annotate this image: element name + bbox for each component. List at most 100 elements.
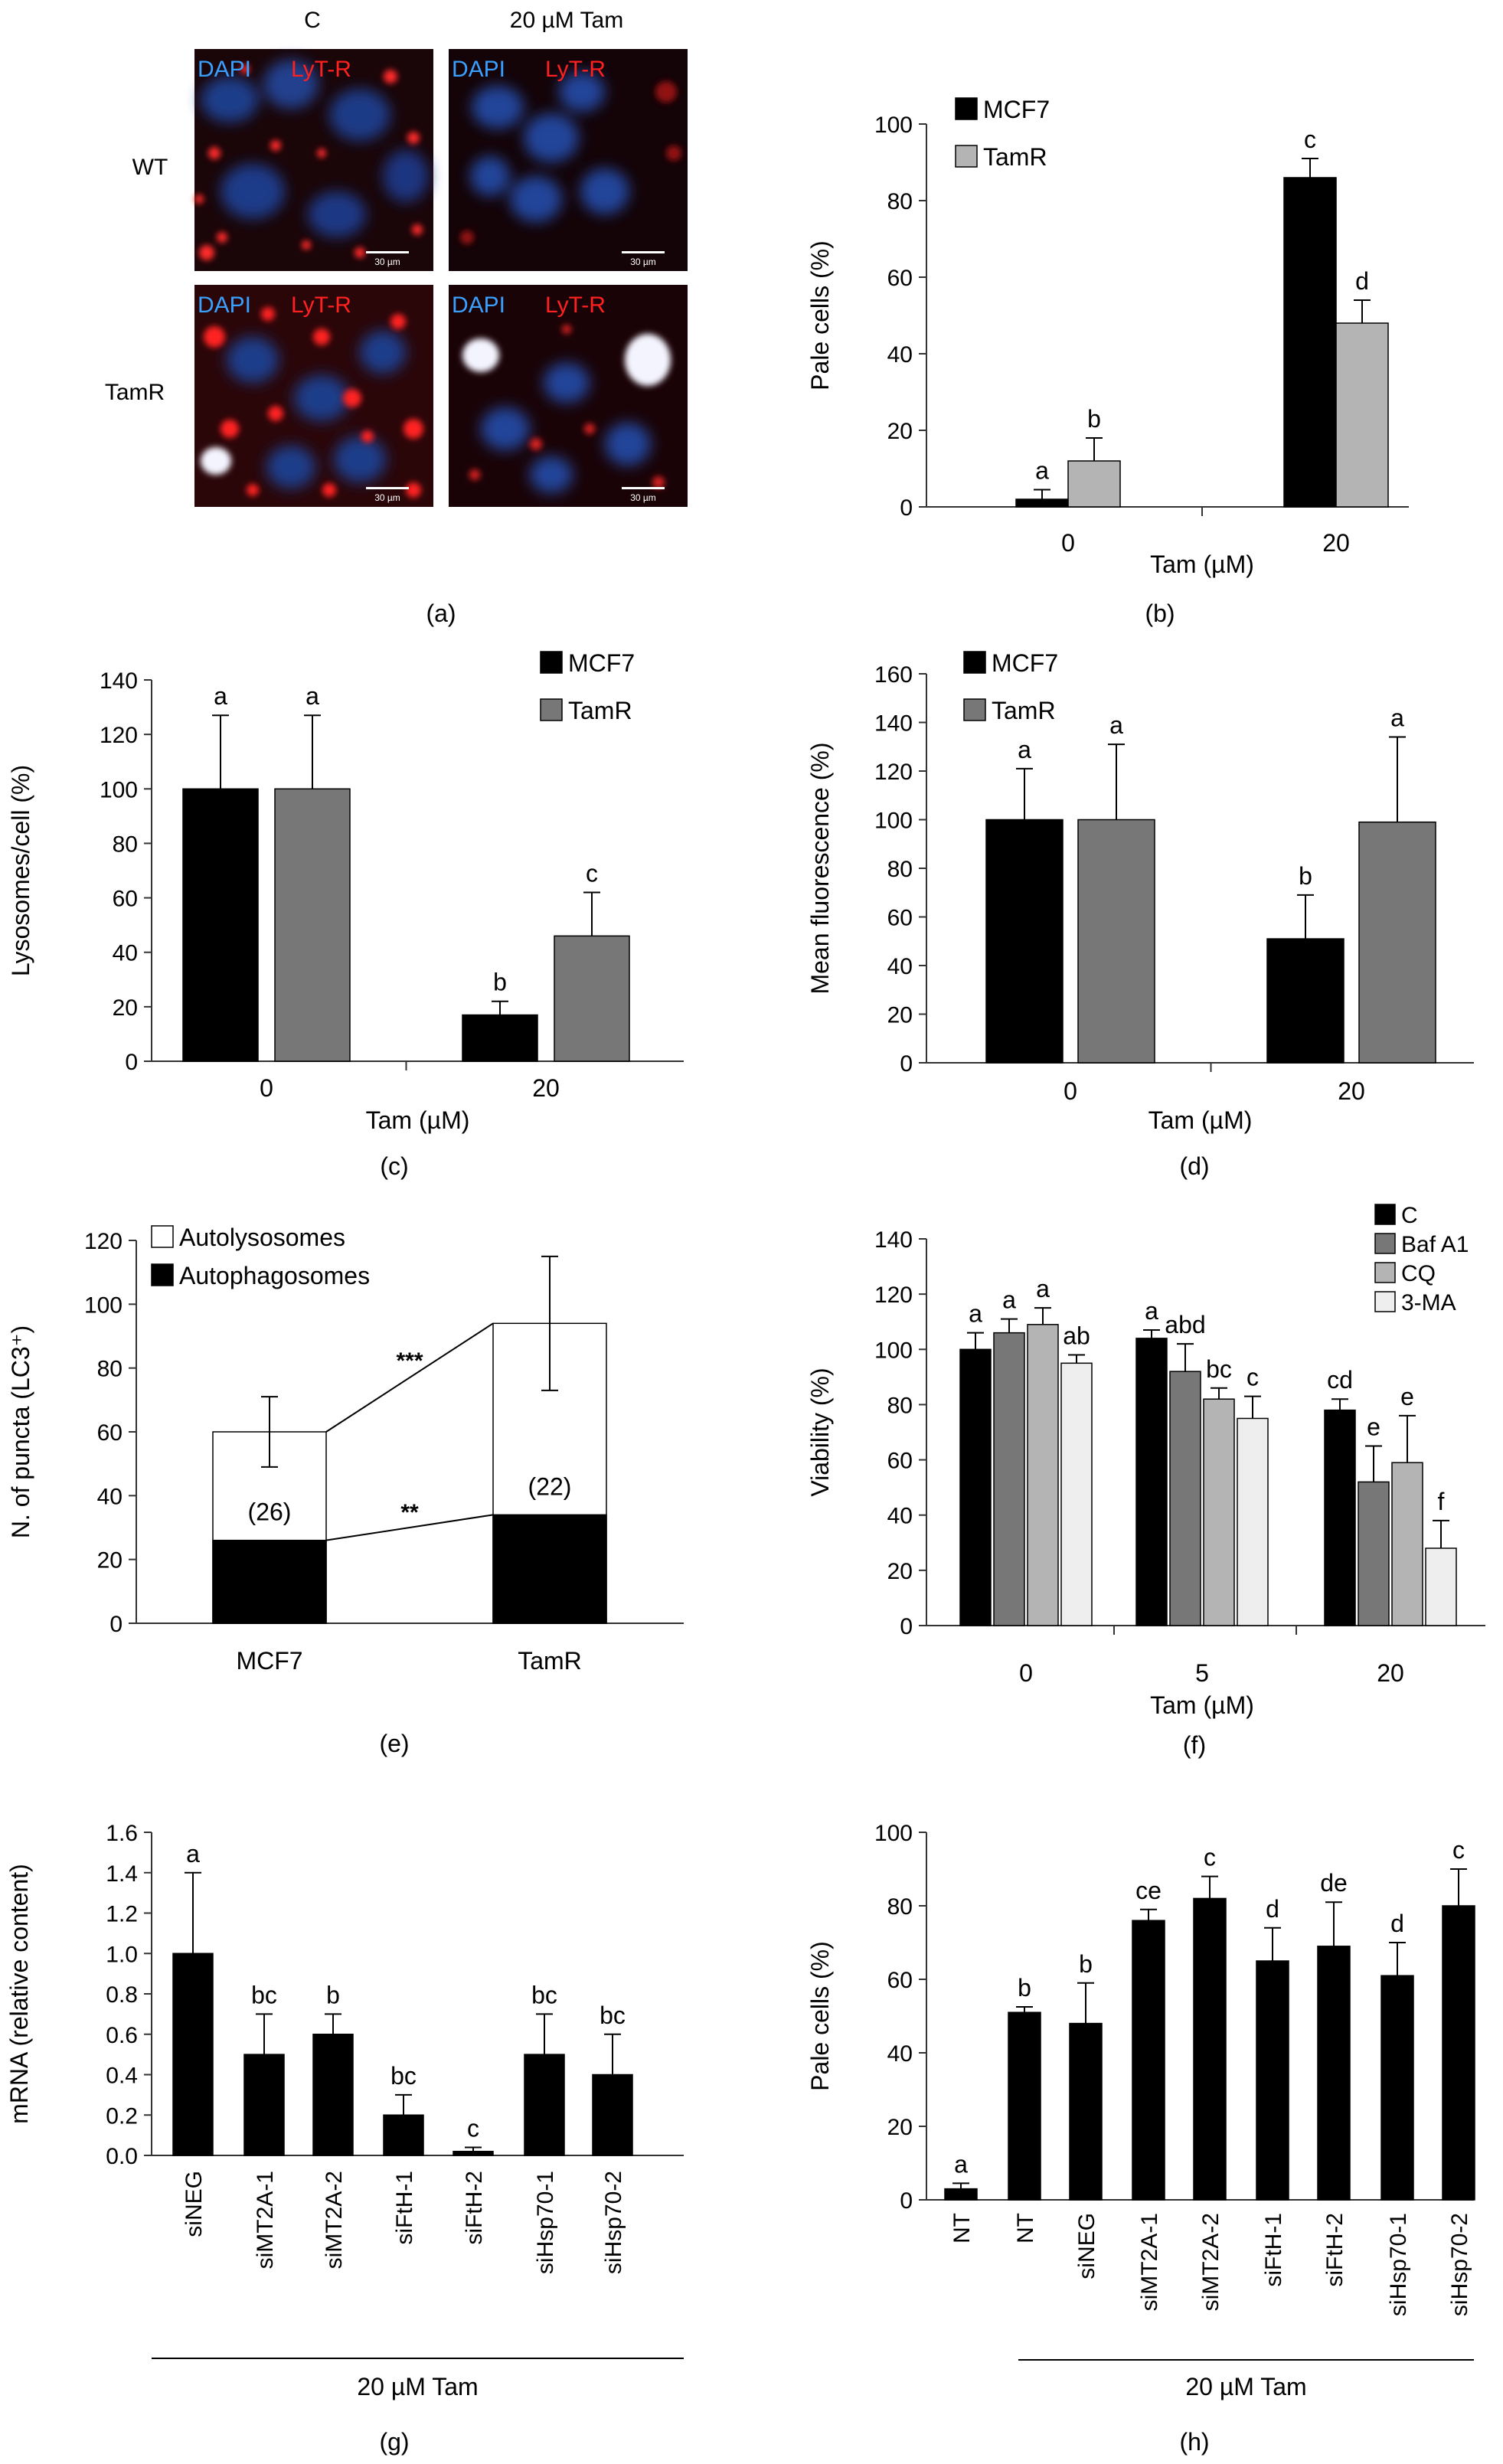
x-tick-label: 20	[1377, 1659, 1404, 1687]
x-tick-label: 0	[1064, 1077, 1077, 1105]
y-tick-label: 80	[113, 832, 138, 857]
micrograph-tamr-tam: DAPI LyT-R 30 µm	[449, 285, 688, 507]
bar	[1358, 1481, 1390, 1626]
y-tick-label: 0	[900, 2188, 913, 2214]
y-axis-title: Pale cells (%)	[806, 240, 834, 391]
treatment-label: 20 µM Tam	[357, 2373, 478, 2400]
bar	[1169, 1371, 1201, 1626]
data-label: c	[467, 2114, 479, 2142]
chart-e: 0 20 40 60 80 100 120 N. of puncta (LC3⁺) MCF7 Ta…	[7, 1224, 684, 1757]
y-tick-label: 0.6	[106, 2023, 138, 2048]
bar	[312, 2034, 354, 2156]
legend-label: Baf A1	[1401, 1232, 1469, 1257]
inner-count-label: (22)	[528, 1472, 572, 1500]
bar	[383, 2114, 424, 2156]
data-label: bc	[1206, 1355, 1232, 1383]
bar	[172, 1953, 214, 2156]
x-tick-label: NT	[1013, 2213, 1038, 2243]
legend-label: Autolysosomes	[179, 1224, 345, 1251]
bar	[1069, 2022, 1103, 2201]
col-label-tam: 20 µM Tam	[510, 8, 623, 33]
bar	[1256, 1960, 1289, 2201]
data-label: de	[1320, 1869, 1348, 1897]
legend-swatch	[151, 1225, 174, 1248]
y-tick-label: 40	[887, 342, 913, 368]
significance-label: ***	[396, 1348, 423, 1374]
y-tick-label: 1.0	[106, 1942, 138, 1967]
stain-labels: DAPI LyT-R	[198, 57, 351, 82]
x-tick-label: siFtH-1	[1261, 2213, 1286, 2287]
x-tick-label: siFtH-2	[1322, 2213, 1348, 2287]
y-tick-label: 100	[100, 777, 138, 802]
x-tick-label: siFtH-1	[392, 2171, 417, 2245]
data-label: a	[1036, 1275, 1050, 1302]
panel-label: (f)	[1183, 1731, 1206, 1759]
x-tick-label: siMT2A-2	[322, 2171, 347, 2269]
x-tick-label: siHsp70-2	[601, 2171, 626, 2274]
x-tick-label: MCF7	[236, 1647, 302, 1675]
y-tick-label: 120	[84, 1229, 123, 1254]
y-tick-label: 60	[887, 1449, 913, 1474]
chart-d: 0 20 40 60 80 100 120 140 160 Mean fluorescence (…	[806, 649, 1474, 1180]
y-tick-label: 0	[900, 495, 913, 521]
legend-swatch	[963, 698, 986, 721]
y-tick-label: 0.2	[106, 2103, 138, 2129]
x-tick-label: 0	[1019, 1659, 1033, 1687]
scale-bar	[366, 251, 409, 253]
bar	[524, 2054, 565, 2156]
micrograph-tamr-control: DAPI LyT-R 30 µm	[194, 285, 433, 507]
bar	[993, 1332, 1025, 1626]
y-tick-label: 60	[887, 266, 913, 291]
y-tick-label: 20	[97, 1548, 123, 1573]
bar	[592, 2073, 633, 2156]
row-label-wt: WT	[132, 155, 168, 180]
legend-swatch	[1374, 1262, 1396, 1283]
legend-label: TamR	[992, 697, 1056, 724]
data-label: b	[1299, 862, 1312, 890]
bar	[274, 788, 351, 1062]
y-tick-label: 40	[887, 2041, 913, 2067]
y-tick-label: 1.6	[106, 1821, 138, 1846]
y-axis-title: N. of puncta (LC3⁺)	[7, 1325, 34, 1538]
data-label: a	[1145, 1297, 1158, 1325]
bar	[243, 2054, 285, 2156]
micrograph-panel: C 20 µM Tam WT TamR DAPI LyT-	[105, 8, 688, 627]
data-label: d	[1390, 1910, 1404, 1937]
y-tick-label: 80	[887, 857, 913, 882]
bar	[1335, 322, 1389, 508]
y-tick-label: 120	[100, 723, 138, 748]
charts-layer: 0 20 40 60 80 100 Pale cells (%) 0 a b 20 c d MCF7 Tam…	[5, 96, 1485, 2456]
y-axis-title: Viability (%)	[806, 1368, 834, 1496]
bar	[1132, 1920, 1165, 2201]
y-tick-label: 100	[874, 809, 913, 834]
y-tick-label: 20	[887, 2115, 913, 2140]
row-label-tamr: TamR	[105, 380, 165, 405]
y-tick-label: 0	[900, 1051, 913, 1077]
bar	[1060, 1362, 1093, 1626]
legend-label: 3-MA	[1401, 1290, 1456, 1315]
bar	[1358, 821, 1436, 1064]
x-axis-title: Tam (µM)	[366, 1106, 470, 1134]
bar	[462, 1014, 538, 1062]
data-label: a	[306, 682, 319, 710]
legend-label: MCF7	[983, 96, 1050, 123]
chart-c: 0 20 40 60 80 100 120 140 Lysosomes/cell (%) 0 a a 2…	[7, 649, 684, 1180]
y-tick-label: 0	[125, 1050, 138, 1075]
y-tick-label: 20	[887, 419, 913, 444]
legend-label: MCF7	[568, 649, 635, 677]
bar	[1135, 1338, 1168, 1626]
legend-swatch	[1374, 1233, 1396, 1254]
y-tick-label: 100	[84, 1292, 123, 1318]
y-tick-label: 140	[874, 711, 913, 737]
micrograph-wt-control: DAPI LyT-R 30 µm	[194, 49, 433, 271]
data-label: b	[493, 969, 507, 996]
x-tick-label: 0	[260, 1074, 273, 1102]
x-tick-label: siMT2A-1	[253, 2171, 278, 2269]
data-label: c	[1204, 1844, 1216, 1871]
y-tick-label: 1.4	[106, 1861, 138, 1887]
legend-swatch	[540, 698, 563, 721]
dapi-label: DAPI	[198, 292, 251, 318]
y-tick-label: 20	[113, 995, 138, 1021]
bar	[1027, 1324, 1059, 1626]
data-label: a	[969, 1300, 982, 1328]
